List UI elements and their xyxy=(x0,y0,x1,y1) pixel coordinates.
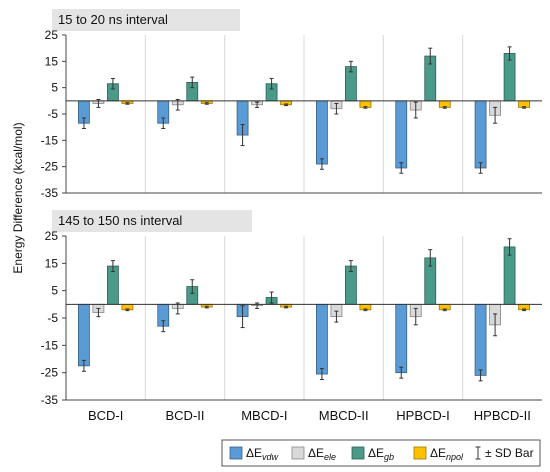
bar-vdw xyxy=(474,100,487,169)
bar-vdw xyxy=(395,303,408,374)
bar-vdw xyxy=(78,303,90,367)
legend-swatch-gb xyxy=(351,446,365,460)
y-tick-label: -35 xyxy=(41,186,59,200)
legend-swatch-vdw xyxy=(229,446,243,460)
y-tick-label: 25 xyxy=(45,28,59,42)
panel-title-box xyxy=(52,9,240,31)
legend-label-gb: ΔEgb xyxy=(368,446,394,462)
bar-vdw xyxy=(474,303,487,376)
panel-title-box xyxy=(52,210,252,232)
x-category-label: MBCD-I xyxy=(241,408,287,423)
y-tick-label: 15 xyxy=(45,54,59,68)
legend-box xyxy=(221,439,541,467)
x-category-label: BCD-I xyxy=(88,408,123,423)
y-tick-label: -35 xyxy=(41,393,59,407)
y-tick-label: -25 xyxy=(41,160,59,174)
bar-vdw xyxy=(395,100,408,169)
y-tick-label: -15 xyxy=(41,133,59,147)
x-category-label: HPBCD-II xyxy=(474,408,531,423)
y-tick-label: -5 xyxy=(47,107,58,121)
bar-vdw xyxy=(316,100,328,165)
y-axis-label: Energy Difference (kcal/mol) xyxy=(11,122,25,273)
bar-gb xyxy=(503,53,516,102)
legend-swatch-ele xyxy=(291,446,305,460)
legend-swatch-npol xyxy=(413,446,427,460)
x-category-label: HPBCD-I xyxy=(396,408,449,423)
panel-title: 15 to 20 ns interval xyxy=(58,12,168,27)
y-tick-label: -5 xyxy=(47,311,58,325)
x-category-label: BCD-II xyxy=(166,408,205,423)
legend-label-ele: ΔEele xyxy=(308,446,336,462)
panel-title: 145 to 150 ns interval xyxy=(58,213,182,228)
y-tick-label: -25 xyxy=(41,366,59,380)
x-category-label: MBCD-II xyxy=(319,408,369,423)
y-tick-label: 15 xyxy=(45,256,59,270)
y-tick-label: 5 xyxy=(51,284,58,298)
bar-vdw xyxy=(316,303,328,375)
legend-label-vdw: ΔEvdw xyxy=(246,446,279,462)
y-tick-label: 5 xyxy=(51,81,58,95)
y-tick-label: -15 xyxy=(41,338,59,352)
legend-label-npol: ΔEnpol xyxy=(430,446,464,462)
y-tick-label: 25 xyxy=(45,229,59,243)
legend-label-sd: ± SD Bar xyxy=(485,446,534,460)
